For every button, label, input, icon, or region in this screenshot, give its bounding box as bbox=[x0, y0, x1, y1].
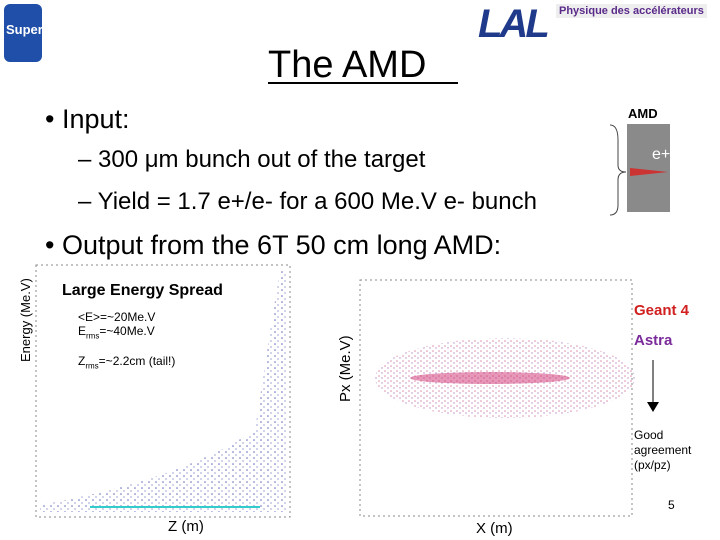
lab-mark: LAL bbox=[478, 2, 550, 46]
page-number: 5 bbox=[668, 498, 675, 512]
sub-bullet: – 300 μm bunch out of the target bbox=[78, 146, 426, 173]
bullet: • Input: bbox=[45, 104, 130, 134]
legend-astra: Astra bbox=[634, 332, 673, 349]
note-val: =~40Me.V bbox=[99, 324, 155, 338]
y-label: Px (Me.V) bbox=[337, 335, 354, 402]
bullet-text: Output from the 6T 50 cm long AMD: bbox=[61, 230, 502, 260]
note: Zrms=~2.2cm (tail!) bbox=[78, 354, 175, 370]
legend-geant: Geant 4 bbox=[634, 302, 690, 319]
bullet-text: Input: bbox=[61, 104, 130, 134]
plot-title: Large Energy Spread bbox=[62, 282, 223, 299]
x-label: Z (m) bbox=[168, 518, 204, 535]
note: <E>=~20Me.V bbox=[78, 310, 156, 324]
right-frame bbox=[359, 279, 633, 517]
left-cloud bbox=[40, 270, 288, 512]
arrow-head bbox=[647, 402, 659, 412]
bullet: • Output from the 6T 50 cm long AMD: bbox=[45, 230, 502, 260]
note-sym: Z bbox=[78, 354, 86, 368]
note-sub: rms bbox=[86, 331, 100, 341]
x-label: X (m) bbox=[476, 520, 513, 537]
note-sym: E bbox=[78, 324, 87, 338]
title: The AMD bbox=[268, 44, 427, 86]
inset-box bbox=[627, 124, 670, 212]
inset-label: AMD bbox=[628, 106, 658, 121]
right-core bbox=[410, 372, 570, 384]
note: Good agreement (px/pz) bbox=[634, 428, 692, 472]
note: Erms=~40Me.V bbox=[78, 324, 155, 340]
logo: SuperB bbox=[6, 22, 53, 37]
y-label: Energy (Me.V) bbox=[18, 278, 33, 362]
sub-bullet: – Yield = 1.7 e+/e- for a 600 Me.V e- bu… bbox=[78, 188, 537, 215]
inset-head bbox=[627, 108, 669, 122]
lab: Physique des accélérateurs bbox=[556, 4, 707, 18]
left-frame bbox=[35, 264, 291, 518]
note-val: =~2.2cm (tail!) bbox=[98, 354, 176, 368]
inset-particle: e+ bbox=[652, 146, 671, 163]
inset-beam bbox=[630, 168, 668, 176]
brace bbox=[609, 124, 627, 216]
note-sub: rms bbox=[85, 361, 99, 371]
logo-box bbox=[4, 4, 42, 62]
